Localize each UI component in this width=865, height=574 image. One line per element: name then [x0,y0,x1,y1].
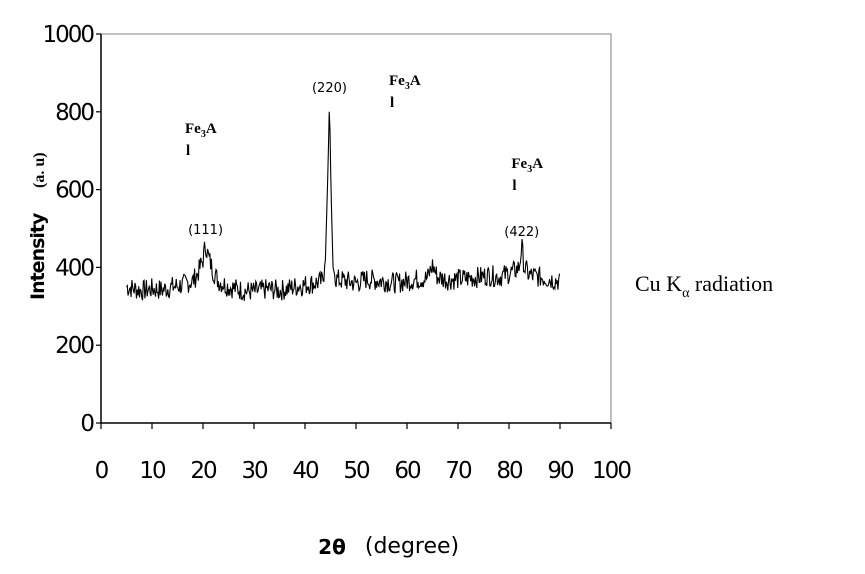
phase-label: Fe3A [185,121,217,140]
x-axis-label-symbol: 2θ [318,535,346,559]
y-tick-label: 1000 [42,22,94,48]
radiation-main: Cu K [635,271,682,296]
peak-label: (422) [504,225,539,240]
y-tick-label: 600 [55,178,94,204]
phase-label-main: Fe [511,156,527,172]
x-tick-label: 10 [139,458,166,484]
y-tick-label: 400 [55,255,94,281]
phase-label-rest: A [532,156,543,172]
phase-label-sub: 3 [405,81,410,92]
radiation-sub: α [682,286,690,301]
phase-label-rest: A [206,121,217,137]
x-tick-label: 80 [496,458,523,484]
x-tick-label: 70 [445,458,472,484]
y-tick-label: 800 [55,100,94,126]
phase-label-tail: l [390,95,394,111]
x-tick-label: 50 [343,458,370,484]
radiation-rest: radiation [689,271,773,296]
ticks: 0 200 400 600 800 1000 0 10 20 30 40 50 60 70 80 90 100 [42,22,633,484]
x-axis-label-unit: (degree) [365,534,459,559]
peak-label: (111) [188,223,223,238]
phase-label: Fe3A [389,73,421,92]
y-axis-label: Intensity [27,212,49,300]
y-axis-unit-text: (a. u) [31,152,48,188]
phase-label-main: Fe [389,73,405,89]
y-axis-label-text: Intensity [27,212,49,300]
phase-label-main: Fe [185,121,201,137]
series-line [126,111,561,301]
x-tick-label: 90 [547,458,574,484]
y-tick-label: 0 [80,411,94,437]
phase-label-rest: A [410,73,421,89]
x-tick-label: 0 [95,458,109,484]
x-tick-label: 100 [592,458,631,484]
y-axis-unit: (a. u) [31,152,48,188]
x-tick-label: 60 [394,458,421,484]
peak-label: (220) [312,81,347,96]
series-group [126,111,561,301]
phase-label-tail: l [512,178,516,194]
phase-label: Fe3A [511,156,543,175]
plot-area [100,33,612,424]
radiation-annotation: Cu Kα radiation [635,271,773,301]
phase-label-sub: 3 [527,164,532,175]
x-tick-label: 30 [241,458,268,484]
phase-label-sub: 3 [201,129,206,140]
x-tick-label: 40 [292,458,319,484]
phase-label-tail: l [186,143,190,159]
x-tick-label: 20 [190,458,217,484]
y-tick-label: 200 [55,333,94,359]
